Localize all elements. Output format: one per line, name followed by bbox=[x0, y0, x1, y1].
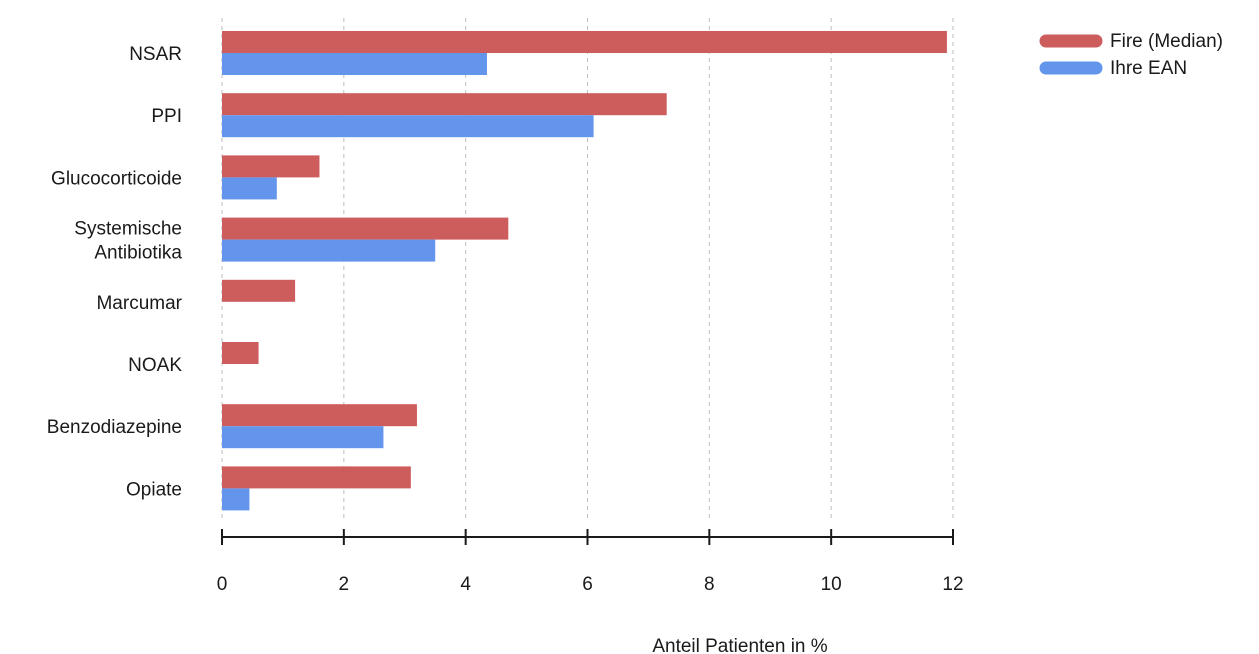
bar-fire-4 bbox=[222, 279, 296, 302]
x-axis: 0 2 4 6 8 10 12 bbox=[217, 529, 964, 595]
bar-fire-1 bbox=[222, 93, 667, 116]
bar-fire-6 bbox=[222, 404, 417, 427]
category-label: Marcumar bbox=[96, 293, 182, 314]
bar-ean-2 bbox=[222, 177, 277, 200]
legend-label: Ihre EAN bbox=[1110, 58, 1187, 79]
category-label: Benzodiazepine bbox=[47, 417, 182, 438]
x-tick-label: 2 bbox=[339, 574, 350, 595]
x-tick-label: 6 bbox=[582, 574, 593, 595]
bar-ean-7 bbox=[222, 488, 250, 511]
legend: Fire (Median) Ihre EAN bbox=[1039, 31, 1223, 79]
x-axis-title: Anteil Patienten in % bbox=[652, 636, 827, 654]
x-tick-label: 12 bbox=[942, 574, 963, 595]
category-label: NSAR bbox=[129, 44, 182, 65]
x-tick-label: 4 bbox=[460, 574, 471, 595]
bar-ean-6 bbox=[222, 426, 384, 449]
bar-fire-0 bbox=[222, 31, 947, 53]
category-label: Systemische bbox=[74, 219, 182, 240]
category-label: PPI bbox=[151, 106, 182, 127]
category-label: Glucocorticoide bbox=[51, 168, 182, 189]
category-label: Opiate bbox=[126, 479, 182, 500]
bar-ean-1 bbox=[222, 115, 594, 138]
bar-fire-3 bbox=[222, 217, 509, 240]
x-tick-label: 0 bbox=[217, 574, 228, 595]
bar-fire-7 bbox=[222, 466, 411, 489]
bar-ean-3 bbox=[222, 239, 436, 262]
x-tick-label: 10 bbox=[821, 574, 842, 595]
bar-fire-2 bbox=[222, 155, 320, 178]
category-label: Antibiotika bbox=[94, 243, 182, 264]
category-labels: NSAR PPI Glucocorticoide Systemische Antibio… bbox=[47, 44, 183, 500]
legend-label: Fire (Median) bbox=[1110, 31, 1223, 52]
x-tick-label: 8 bbox=[704, 574, 715, 595]
bar-ean-0 bbox=[222, 53, 487, 75]
category-label: NOAK bbox=[128, 355, 182, 376]
bar-fire-5 bbox=[222, 342, 259, 364]
bars bbox=[222, 31, 947, 511]
